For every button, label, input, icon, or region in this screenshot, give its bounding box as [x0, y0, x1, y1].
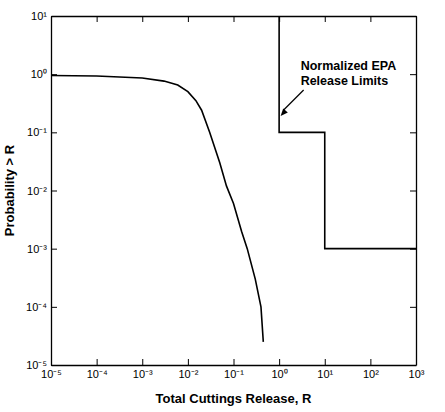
tick: 10¹ — [317, 359, 333, 380]
tick: 10⁻¹ — [27, 126, 57, 138]
tick-mark — [51, 132, 57, 133]
x-axis-line — [52, 365, 417, 366]
tick: 10⁰ — [272, 359, 288, 380]
tick-mark — [370, 16, 371, 22]
tick — [234, 16, 235, 22]
y-axis: 10⁻⁵ 10⁻⁴ 10⁻³ 10⁻² 10⁻¹ 10⁰ 10¹ — [26, 10, 57, 371]
tick — [410, 307, 416, 308]
tick-mark — [51, 16, 57, 17]
tick-label: 10⁻¹ — [27, 126, 47, 138]
chart: 10⁻⁵ 10⁻⁴ 10⁻³ 10⁻² 10⁻¹ 10⁰ 10¹ 10² 10³ 10⁻⁵ 10⁻⁴… — [0, 0, 445, 412]
tick-label: 10² — [363, 368, 379, 380]
x-axis-top — [52, 16, 417, 22]
annotation-line: Release Limits — [301, 74, 389, 88]
tick-mark — [410, 365, 416, 366]
x-axis-title: Total Cuttings Release, R — [156, 391, 312, 406]
tick — [325, 16, 326, 22]
tick: 10⁻² — [27, 185, 57, 197]
annotation-arrow — [284, 90, 304, 110]
annotation-line: Normalized EPA — [301, 59, 397, 73]
tick-label: 10⁻⁴ — [87, 368, 108, 380]
plot-area — [51, 16, 416, 342]
tick-mark — [279, 359, 280, 365]
tick-mark — [97, 16, 98, 22]
annotation: Normalized EPARelease Limits — [301, 59, 397, 88]
series-line — [51, 75, 263, 341]
x-axis: 10⁻⁵10⁻⁴10⁻³10⁻²10⁻¹10⁰10¹10²10³ — [41, 359, 425, 380]
y-axis-right-line — [416, 17, 417, 366]
tick-mark — [410, 132, 416, 133]
tick-mark — [325, 16, 326, 22]
tick: 10⁰ — [31, 68, 57, 80]
tick — [410, 132, 416, 133]
tick-mark — [410, 307, 416, 308]
tick: 10⁻² — [178, 359, 198, 380]
tick: 10¹ — [31, 10, 57, 22]
tick-label: 10⁻² — [27, 185, 47, 197]
tick-label: 10⁰ — [31, 68, 47, 80]
tick-label: 10³ — [409, 368, 425, 380]
tick-mark — [410, 74, 416, 75]
tick-mark — [51, 191, 57, 192]
tick: 10⁻⁵ — [26, 359, 57, 371]
tick: 10⁻³ — [133, 359, 153, 380]
tick: 10⁻³ — [27, 243, 57, 255]
tick-label: 10⁻³ — [133, 368, 153, 380]
annotation-arrowhead — [281, 108, 288, 116]
tick-mark — [51, 307, 57, 308]
tick-mark — [370, 359, 371, 365]
tick-mark — [97, 359, 98, 365]
tick-label: 10⁻² — [178, 368, 198, 380]
tick-mark — [234, 359, 235, 365]
y-axis-title: Probability > R — [2, 144, 17, 236]
y-axis-right — [410, 17, 417, 366]
tick-label: 10⁻³ — [27, 243, 47, 255]
tick-mark — [188, 359, 189, 365]
tick-label: 10¹ — [31, 10, 47, 22]
tick-mark — [234, 16, 235, 22]
series-line — [279, 16, 416, 249]
tick-mark — [410, 16, 416, 17]
tick — [188, 16, 189, 22]
tick-mark — [325, 359, 326, 365]
tick — [97, 16, 98, 22]
tick-mark — [51, 365, 57, 366]
tick: 10⁻⁴ — [87, 359, 108, 380]
tick — [410, 365, 416, 366]
tick-label: 10⁰ — [272, 368, 288, 380]
tick-mark — [188, 16, 189, 22]
tick — [370, 16, 371, 22]
tick-mark — [142, 16, 143, 22]
tick — [410, 16, 416, 17]
tick: 10⁻⁴ — [26, 301, 57, 313]
tick-mark — [410, 191, 416, 192]
tick-mark — [51, 249, 57, 250]
tick-label: 10¹ — [317, 368, 333, 380]
tick — [410, 74, 416, 75]
tick: 10⁻¹ — [224, 359, 244, 380]
tick: 10² — [363, 359, 379, 380]
tick — [410, 191, 416, 192]
tick-label: 10⁻⁵ — [26, 359, 47, 371]
tick — [142, 16, 143, 22]
tick-mark — [142, 359, 143, 365]
tick-label: 10⁻⁴ — [26, 301, 47, 313]
tick-label: 10⁻¹ — [224, 368, 244, 380]
